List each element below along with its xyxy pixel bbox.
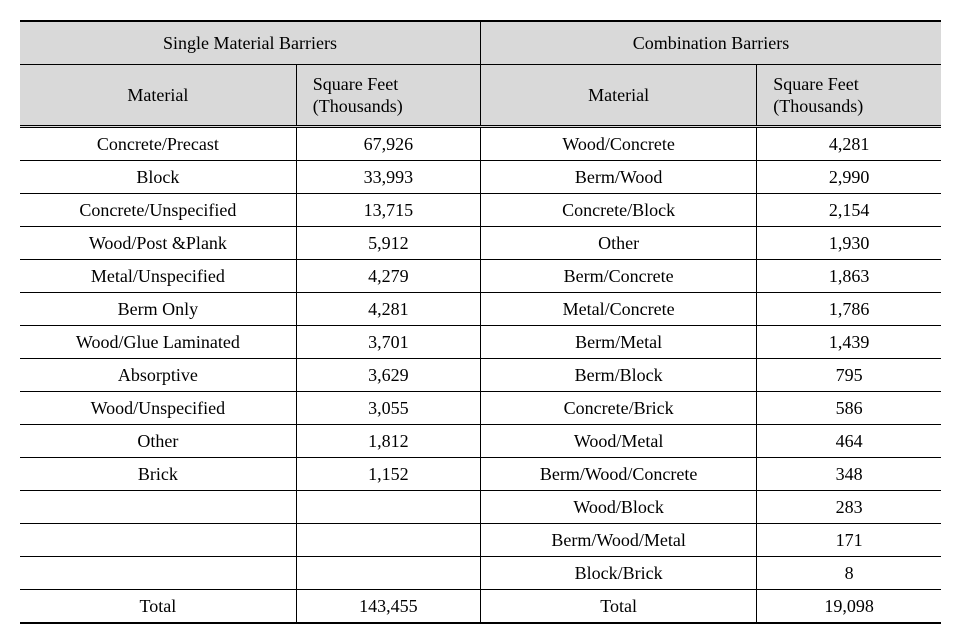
cell-single-material: Absorptive xyxy=(20,359,296,392)
barriers-table: Single Material Barriers Combination Bar… xyxy=(20,20,941,624)
cell-single-material: Concrete/Precast xyxy=(20,127,296,161)
cell-combo-material: Berm/Concrete xyxy=(480,260,756,293)
cell-combo-sqft: 283 xyxy=(757,491,941,524)
cell-combo-sqft: 2,154 xyxy=(757,194,941,227)
col-single-sqft: Square Feet (Thousands) xyxy=(296,65,480,127)
cell-single-sqft: 5,912 xyxy=(296,227,480,260)
cell-single-material xyxy=(20,491,296,524)
cell-combo-sqft: 2,990 xyxy=(757,161,941,194)
cell-combo-sqft: 348 xyxy=(757,458,941,491)
cell-single-sqft: 4,281 xyxy=(296,293,480,326)
cell-total-combo: 19,098 xyxy=(757,590,941,624)
cell-combo-material: Wood/Metal xyxy=(480,425,756,458)
cell-combo-material: Berm/Wood/Concrete xyxy=(480,458,756,491)
col-group-single: Single Material Barriers xyxy=(20,21,480,65)
cell-combo-sqft: 795 xyxy=(757,359,941,392)
table-row: Wood/Post &Plank5,912Other1,930 xyxy=(20,227,941,260)
table-header-group-row: Single Material Barriers Combination Bar… xyxy=(20,21,941,65)
cell-combo-material: Metal/Concrete xyxy=(480,293,756,326)
sqft-label-2: (Thousands) xyxy=(773,96,863,116)
cell-single-material xyxy=(20,557,296,590)
cell-combo-sqft: 171 xyxy=(757,524,941,557)
table-row: Metal/Unspecified4,279Berm/Concrete1,863 xyxy=(20,260,941,293)
sqft-label-2: (Thousands) xyxy=(313,96,403,116)
cell-combo-material: Berm/Block xyxy=(480,359,756,392)
cell-single-sqft: 13,715 xyxy=(296,194,480,227)
cell-combo-sqft: 464 xyxy=(757,425,941,458)
table-row: Concrete/Unspecified13,715Concrete/Block… xyxy=(20,194,941,227)
cell-combo-material: Wood/Concrete xyxy=(480,127,756,161)
cell-single-material: Brick xyxy=(20,458,296,491)
cell-single-sqft: 3,629 xyxy=(296,359,480,392)
col-single-material: Material xyxy=(20,65,296,127)
cell-single-material: Wood/Post &Plank xyxy=(20,227,296,260)
cell-single-sqft: 67,926 xyxy=(296,127,480,161)
cell-total-label-combo: Total xyxy=(480,590,756,624)
sqft-label-1: Square Feet xyxy=(313,74,398,94)
cell-single-material: Metal/Unspecified xyxy=(20,260,296,293)
cell-single-sqft xyxy=(296,557,480,590)
table-row: Berm/Wood/Metal171 xyxy=(20,524,941,557)
cell-combo-sqft: 4,281 xyxy=(757,127,941,161)
cell-combo-material: Block/Brick xyxy=(480,557,756,590)
cell-combo-sqft: 586 xyxy=(757,392,941,425)
table-row: Wood/Unspecified3,055Concrete/Brick586 xyxy=(20,392,941,425)
table-total-row: Total143,455Total19,098 xyxy=(20,590,941,624)
table-header-sub-row: Material Square Feet (Thousands) Materia… xyxy=(20,65,941,127)
cell-combo-sqft: 1,439 xyxy=(757,326,941,359)
cell-single-sqft: 3,701 xyxy=(296,326,480,359)
col-group-combo: Combination Barriers xyxy=(480,21,941,65)
cell-single-sqft: 1,812 xyxy=(296,425,480,458)
cell-combo-sqft: 1,863 xyxy=(757,260,941,293)
cell-single-material: Wood/Unspecified xyxy=(20,392,296,425)
table-row: Wood/Glue Laminated3,701Berm/Metal1,439 xyxy=(20,326,941,359)
table-row: Block/Brick8 xyxy=(20,557,941,590)
cell-combo-sqft: 8 xyxy=(757,557,941,590)
cell-single-sqft: 1,152 xyxy=(296,458,480,491)
cell-single-sqft xyxy=(296,524,480,557)
cell-single-material: Block xyxy=(20,161,296,194)
cell-combo-material: Concrete/Block xyxy=(480,194,756,227)
cell-combo-material: Other xyxy=(480,227,756,260)
sqft-label-1: Square Feet xyxy=(773,74,858,94)
cell-single-sqft: 33,993 xyxy=(296,161,480,194)
table-row: Berm Only4,281Metal/Concrete1,786 xyxy=(20,293,941,326)
table-row: Wood/Block283 xyxy=(20,491,941,524)
col-combo-sqft: Square Feet (Thousands) xyxy=(757,65,941,127)
cell-total-single: 143,455 xyxy=(296,590,480,624)
cell-combo-material: Wood/Block xyxy=(480,491,756,524)
cell-single-material: Concrete/Unspecified xyxy=(20,194,296,227)
table-body: Concrete/Precast67,926Wood/Concrete4,281… xyxy=(20,127,941,624)
table-row: Block33,993Berm/Wood2,990 xyxy=(20,161,941,194)
cell-single-material xyxy=(20,524,296,557)
table-row: Brick1,152Berm/Wood/Concrete348 xyxy=(20,458,941,491)
cell-single-material: Berm Only xyxy=(20,293,296,326)
table-row: Absorptive3,629Berm/Block795 xyxy=(20,359,941,392)
table-row: Concrete/Precast67,926Wood/Concrete4,281 xyxy=(20,127,941,161)
cell-single-sqft: 3,055 xyxy=(296,392,480,425)
table-row: Other1,812Wood/Metal464 xyxy=(20,425,941,458)
cell-single-material: Other xyxy=(20,425,296,458)
cell-combo-material: Berm/Wood/Metal xyxy=(480,524,756,557)
col-combo-material: Material xyxy=(480,65,756,127)
cell-combo-sqft: 1,786 xyxy=(757,293,941,326)
cell-total-label-single: Total xyxy=(20,590,296,624)
cell-single-material: Wood/Glue Laminated xyxy=(20,326,296,359)
cell-single-sqft: 4,279 xyxy=(296,260,480,293)
cell-combo-material: Concrete/Brick xyxy=(480,392,756,425)
cell-combo-sqft: 1,930 xyxy=(757,227,941,260)
cell-single-sqft xyxy=(296,491,480,524)
cell-combo-material: Berm/Wood xyxy=(480,161,756,194)
barriers-table-container: Single Material Barriers Combination Bar… xyxy=(20,20,941,624)
cell-combo-material: Berm/Metal xyxy=(480,326,756,359)
